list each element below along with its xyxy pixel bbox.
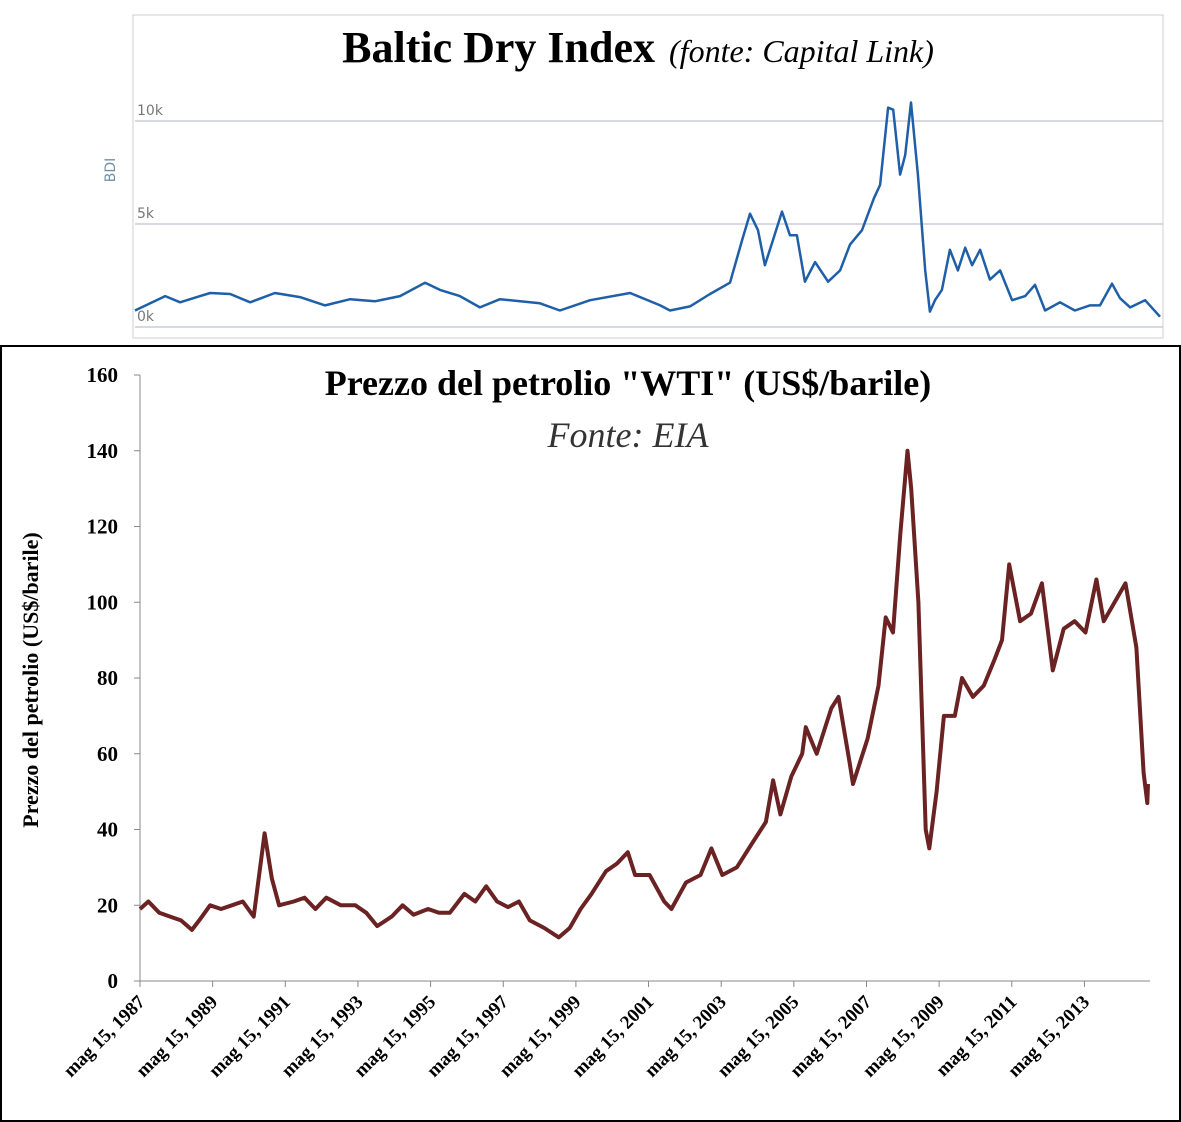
y-tick-label: 60: [97, 742, 118, 766]
y-tick-label: 0k: [137, 309, 155, 325]
bdi-y-label: BDI: [103, 158, 119, 183]
y-tick-label: 140: [87, 439, 119, 463]
y-tick-label: 5k: [137, 206, 155, 222]
data-line: [134, 101, 1161, 318]
bdi-title: Baltic Dry Index: [342, 23, 655, 72]
y-tick-label: 20: [97, 893, 118, 917]
y-tick-label: 40: [97, 818, 118, 842]
wti-title: Prezzo del petrolio "WTI" (US$/barile): [325, 363, 932, 403]
y-tick-label: 80: [97, 666, 118, 690]
wti-frame: [0, 345, 1181, 1122]
bdi-frame: [132, 14, 1164, 339]
wti-y-label: Prezzo del petrolio (US$/barile): [18, 532, 43, 828]
y-tick-label: 120: [87, 515, 119, 539]
bdi-title-block: Baltic Dry Index (fonte: Capital Link): [342, 23, 934, 72]
data-line: [138, 448, 1150, 940]
wti-subtitle: Fonte: EIA: [547, 415, 710, 455]
y-tick-label: 100: [87, 590, 119, 614]
y-tick-label: 160: [87, 363, 119, 387]
y-tick-label: 10k: [137, 103, 164, 119]
y-tick-label: 0: [108, 969, 119, 993]
bdi-subtitle: (fonte: Capital Link): [669, 33, 934, 69]
